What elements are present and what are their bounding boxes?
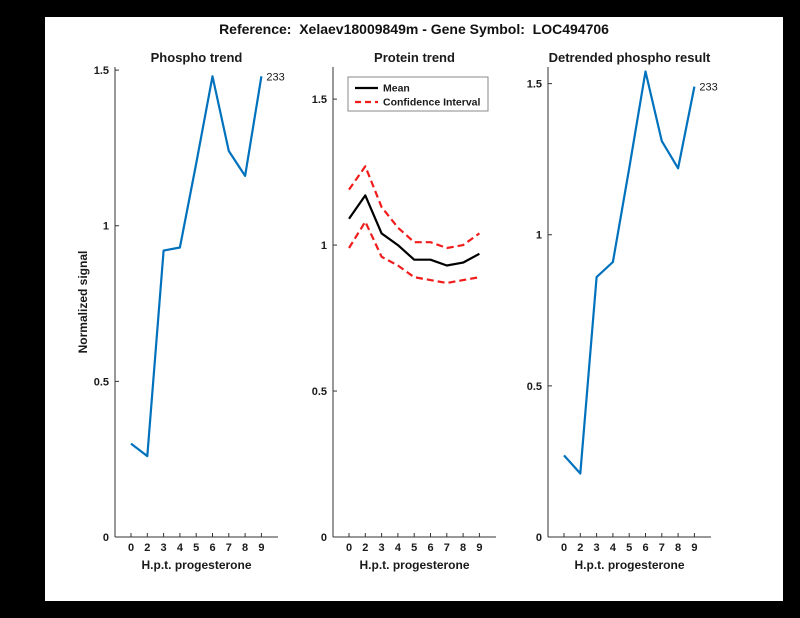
confidence-interval-upper-line: [348, 165, 481, 250]
x-tick-label: 0: [346, 542, 352, 554]
x-tick-label: 9: [258, 542, 264, 554]
x-tick-label: 8: [460, 542, 466, 554]
x-tick-label: 5: [193, 542, 199, 554]
x-tick-label: 4: [177, 542, 184, 554]
legend-box: [347, 76, 489, 112]
x-tick-label: 9: [691, 542, 697, 554]
x-tick-label: 7: [659, 542, 665, 554]
end-value-label: 233: [266, 71, 284, 83]
subplot-title: Protein trend: [374, 50, 455, 65]
y-tick-label: 1.5: [94, 65, 109, 77]
x-tick-label: 7: [444, 542, 450, 554]
x-axis-label: H.p.t. progesterone: [141, 558, 251, 572]
x-tick-label: 6: [427, 542, 433, 554]
x-tick-label: 2: [144, 542, 150, 554]
x-tick-label: 4: [610, 542, 617, 554]
y-tick-label: 1: [103, 221, 109, 233]
y-tick-label: 1.5: [527, 79, 542, 91]
y-tick-label: 0: [536, 532, 542, 544]
x-tick-label: 2: [577, 542, 583, 554]
y-tick-label: 1: [321, 240, 327, 252]
x-tick-label: 8: [242, 542, 248, 554]
x-tick-label: 9: [476, 542, 482, 554]
detrended-phospho-signal-line: [563, 70, 696, 475]
x-tick-label: 4: [395, 542, 402, 554]
x-axis-label: H.p.t. progesterone: [574, 558, 684, 572]
x-tick-label: 5: [411, 542, 417, 554]
phospho-signal-line: [130, 75, 263, 458]
x-tick-label: 6: [642, 542, 648, 554]
x-axis-label: H.p.t. progesterone: [359, 558, 469, 572]
x-tick-label: 0: [561, 542, 567, 554]
x-tick-label: 3: [161, 542, 167, 554]
x-tick-label: 2: [362, 542, 368, 554]
y-tick-label: 0.5: [94, 376, 109, 388]
x-tick-label: 8: [675, 542, 681, 554]
figure-title: Reference: Xelaev18009849m - Gene Symbol…: [219, 21, 609, 37]
x-tick-label: 7: [226, 542, 232, 554]
figure-canvas: [45, 17, 783, 601]
legend-entry-label: Mean: [383, 83, 410, 95]
x-tick-label: 5: [626, 542, 632, 554]
y-tick-label: 0.5: [527, 381, 542, 393]
confidence-interval-lower-line: [348, 220, 480, 285]
x-tick-label: 6: [209, 542, 215, 554]
y-tick-label: 1.5: [312, 94, 327, 106]
y-tick-label: 0: [321, 532, 327, 544]
y-tick-label: 0.5: [312, 386, 327, 398]
end-value-label: 233: [699, 82, 717, 94]
y-tick-label: 0: [103, 532, 109, 544]
y-axis-label: Normalized signal: [76, 251, 90, 354]
mean-line: [348, 194, 480, 267]
x-tick-label: 3: [594, 542, 600, 554]
y-tick-label: 1: [536, 230, 542, 242]
x-tick-label: 3: [379, 542, 385, 554]
subplot-title: Phospho trend: [151, 50, 243, 65]
subplot-title: Detrended phospho result: [549, 50, 711, 65]
legend-entry-label: Confidence Interval: [383, 97, 481, 109]
x-tick-label: 0: [128, 542, 134, 554]
